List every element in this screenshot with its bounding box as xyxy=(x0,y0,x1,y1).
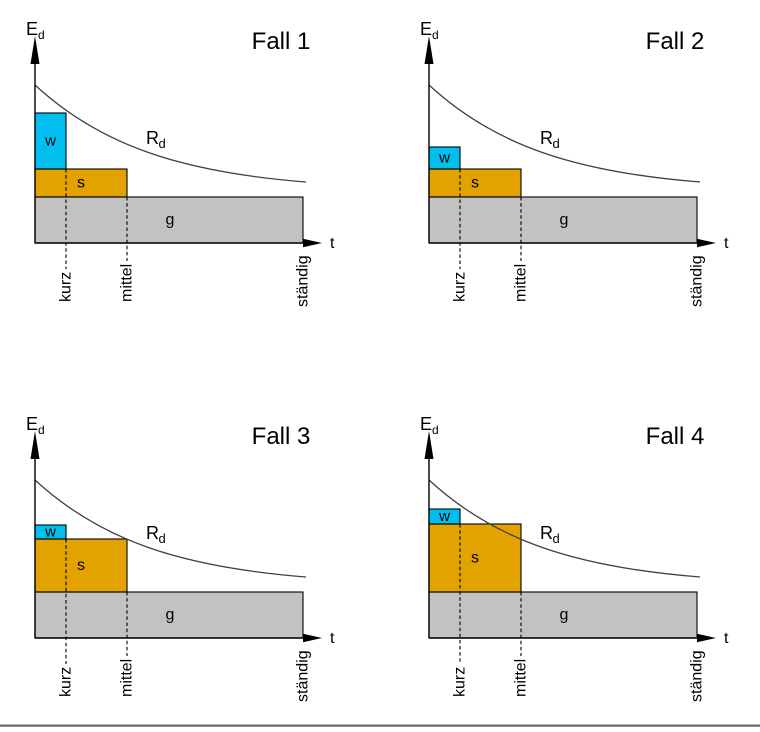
resistance-label: R xyxy=(540,128,553,148)
y-axis-arrowhead-icon xyxy=(30,431,40,459)
permanent-load-label: g xyxy=(166,212,175,229)
wind-load-label: w xyxy=(438,508,450,525)
wind-load-label: w xyxy=(44,133,56,150)
snow-load-label: s xyxy=(77,175,85,192)
resistance-label: R xyxy=(540,523,553,543)
mittel-tick-label: mittel xyxy=(119,264,136,302)
resistance-curve xyxy=(428,84,701,183)
snow-load-rect xyxy=(35,539,127,592)
staendig-tick-label: ständig xyxy=(295,255,312,307)
y-axis-label: E xyxy=(26,414,38,434)
kurz-tick-label: kurz xyxy=(452,667,469,697)
y-axis-label-subscript: d xyxy=(432,28,439,42)
mittel-tick-label: mittel xyxy=(513,264,530,302)
permanent-load-label: g xyxy=(560,212,569,229)
wind-load-label: w xyxy=(44,524,56,541)
resistance-label: R xyxy=(146,128,159,148)
panel-title: Fall 3 xyxy=(252,423,311,450)
permanent-load-rect xyxy=(429,592,697,638)
y-axis-label-subscript: d xyxy=(38,28,45,42)
wind-load-rect xyxy=(35,113,66,169)
panel-title: Fall 4 xyxy=(646,423,705,450)
staendig-tick-label: ständig xyxy=(689,255,706,307)
panel-title: Fall 1 xyxy=(252,28,311,55)
permanent-load-rect xyxy=(35,592,303,638)
snow-load-rect xyxy=(429,524,521,592)
resistance-label-subscript: d xyxy=(553,531,560,546)
x-axis-label: t xyxy=(724,235,729,252)
snow-load-label: s xyxy=(471,175,479,192)
resistance-label-subscript: d xyxy=(553,136,560,151)
resistance-curve xyxy=(428,479,701,578)
y-axis-arrowhead-icon xyxy=(424,431,434,459)
panel-title: Fall 2 xyxy=(646,28,705,55)
x-axis-label: t xyxy=(724,630,729,647)
wind-load-rect xyxy=(429,509,460,524)
snow-load-label: s xyxy=(471,550,479,567)
mittel-tick-label: mittel xyxy=(119,659,136,697)
x-axis-label: t xyxy=(330,235,335,252)
x-axis-arrowhead-icon xyxy=(697,633,716,643)
kurz-tick-label: kurz xyxy=(58,272,75,302)
permanent-load-rect xyxy=(429,197,697,243)
resistance-curve xyxy=(34,479,307,578)
permanent-load-rect xyxy=(35,197,303,243)
resistance-label: R xyxy=(146,523,159,543)
snow-load-rect xyxy=(429,169,521,197)
y-axis-label-subscript: d xyxy=(432,423,439,437)
mittel-tick-label: mittel xyxy=(513,659,530,697)
wind-load-label: w xyxy=(438,150,450,167)
resistance-label-subscript: d xyxy=(159,136,166,151)
wind-load-rect xyxy=(429,147,460,169)
permanent-load-label: g xyxy=(166,607,175,624)
wind-load-rect xyxy=(35,525,66,539)
staendig-tick-label: ständig xyxy=(295,650,312,702)
y-axis-label: E xyxy=(420,414,432,434)
y-axis-label: E xyxy=(420,19,432,39)
x-axis-arrowhead-icon xyxy=(303,238,322,248)
x-axis-label: t xyxy=(330,630,335,647)
kurz-tick-label: kurz xyxy=(452,272,469,302)
y-axis-label: E xyxy=(26,19,38,39)
snow-load-rect xyxy=(35,169,127,197)
x-axis-arrowhead-icon xyxy=(303,633,322,643)
bottom-rule xyxy=(0,724,760,727)
y-axis-arrowhead-icon xyxy=(30,36,40,64)
y-axis-label-subscript: d xyxy=(38,423,45,437)
snow-load-label: s xyxy=(77,557,85,574)
resistance-label-subscript: d xyxy=(159,531,166,546)
y-axis-arrowhead-icon xyxy=(424,36,434,64)
staendig-tick-label: ständig xyxy=(689,650,706,702)
permanent-load-label: g xyxy=(560,607,569,624)
resistance-curve xyxy=(34,84,307,183)
x-axis-arrowhead-icon xyxy=(697,238,716,248)
kurz-tick-label: kurz xyxy=(58,667,75,697)
